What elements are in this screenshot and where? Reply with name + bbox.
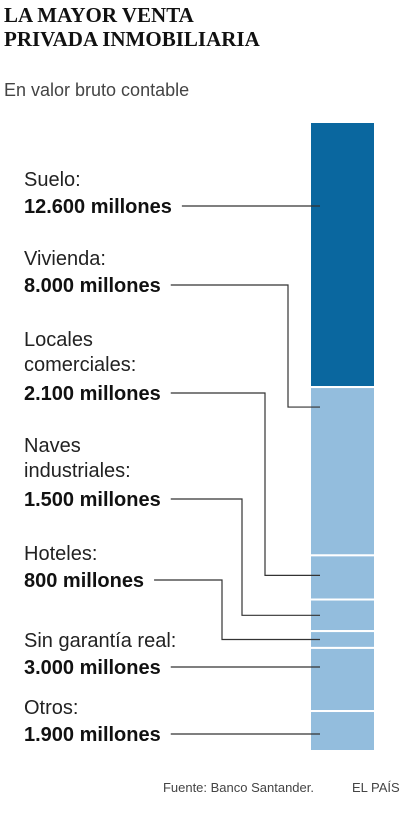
value-label: 1.900 millones xyxy=(24,724,161,746)
bar-segment xyxy=(309,710,376,752)
leader-line xyxy=(170,498,320,616)
legend-label: Sin garantía real: xyxy=(24,630,176,652)
leader-line xyxy=(170,392,320,576)
legend-label: Locales comerciales: xyxy=(24,329,136,376)
leader-line xyxy=(154,579,320,641)
chart-title: LA MAYOR VENTA PRIVADA INMOBILIARIA xyxy=(4,3,261,51)
value-label: 3.000 millones xyxy=(24,657,161,679)
value-label: 8.000 millones xyxy=(24,275,161,297)
legend-label: Vivienda: xyxy=(24,248,106,270)
source: Fuente: Banco Santander. xyxy=(163,780,314,795)
subtitle: En valor bruto contable xyxy=(4,80,189,100)
bar-segment xyxy=(309,121,376,389)
legend-label: Naves industriales: xyxy=(24,435,131,482)
legend-label: Suelo: xyxy=(24,169,81,191)
value-label: 800 millones xyxy=(24,570,144,592)
legend-label: Otros: xyxy=(24,697,78,719)
leader-line xyxy=(170,284,320,408)
bar-segment xyxy=(309,646,376,713)
value-label: 12.600 millones xyxy=(24,196,172,218)
legend-label: Hoteles: xyxy=(24,543,97,565)
bar-segment xyxy=(309,554,376,601)
value-label: 1.500 millones xyxy=(24,489,161,511)
bar-segment xyxy=(309,386,376,557)
credit: EL PAÍS xyxy=(352,780,400,795)
value-label: 2.100 millones xyxy=(24,383,161,405)
